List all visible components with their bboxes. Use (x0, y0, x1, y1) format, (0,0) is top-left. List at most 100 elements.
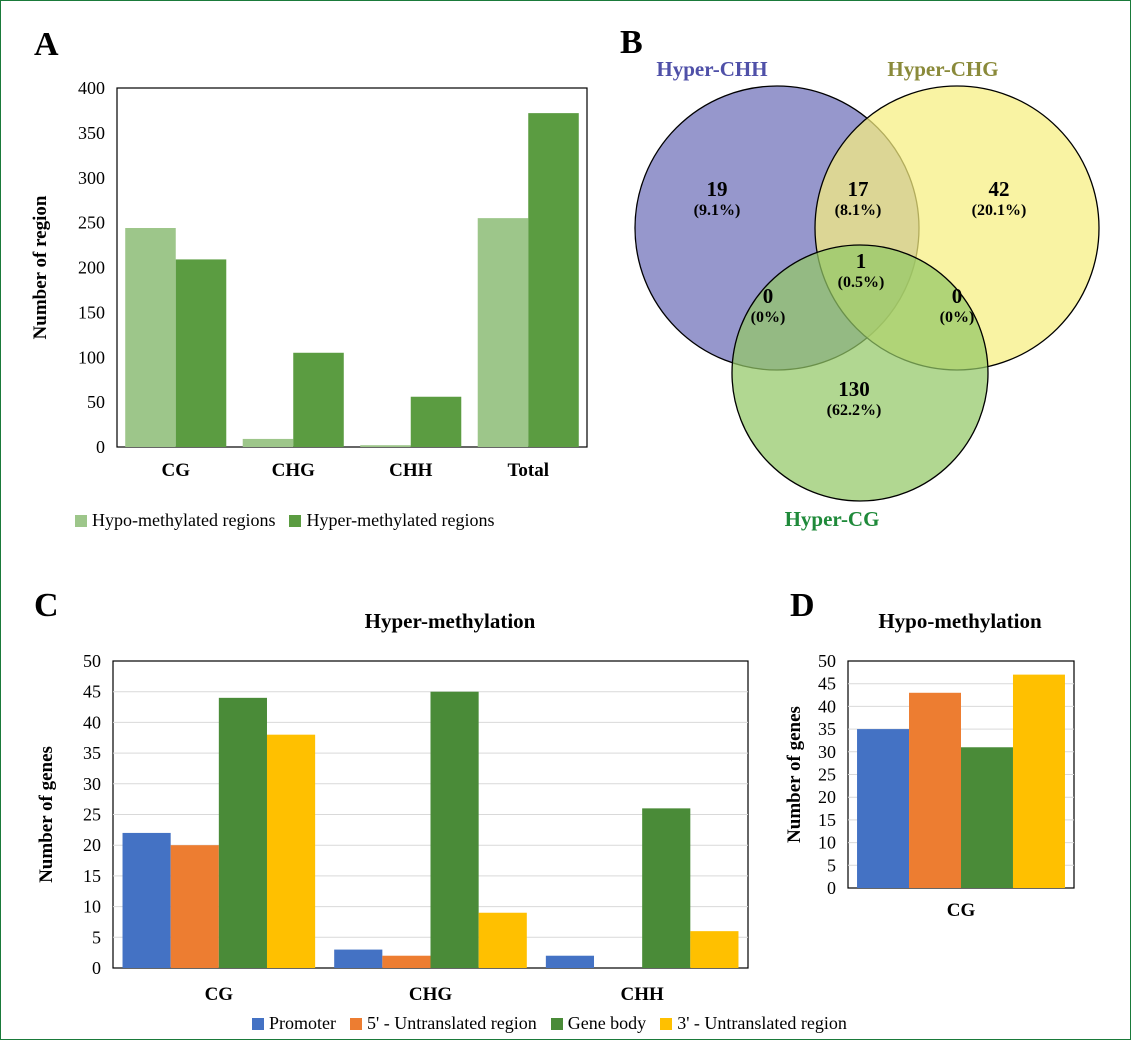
legend-swatch (550, 1017, 563, 1030)
bar-hyper-methylated-regions-total (528, 113, 579, 447)
panel-letter-b: B (620, 24, 643, 61)
bar-3-untranslated-region-chg (478, 912, 527, 968)
legend-swatch (350, 1017, 362, 1030)
venn-region-percent: (0%) (751, 309, 786, 326)
y-tick-label: 45 (83, 682, 101, 702)
bar-hypo-methylated-regions-cg (125, 228, 176, 447)
bar-hypo-methylated-regions-chh (360, 445, 411, 447)
bar-5-untranslated-region-cg (170, 845, 219, 968)
venn-region-count: 1 (856, 249, 867, 273)
y-tick-label: 0 (827, 878, 836, 898)
legend-swatch (75, 514, 87, 527)
bar-promoter-chh (545, 955, 595, 968)
panel-letter-d: D (790, 587, 815, 624)
legend-swatch (660, 1017, 673, 1030)
bar-hyper-methylated-regions-chh (410, 396, 462, 447)
legend-label: Promoter (269, 1013, 336, 1033)
x-tick-label: CG (205, 984, 234, 1005)
venn-region-percent: (62.2%) (827, 402, 882, 419)
y-tick-label: 5 (827, 855, 836, 875)
bar-hyper-methylated-regions-chg (293, 352, 344, 447)
y-tick-label: 10 (818, 833, 836, 853)
venn-set-label: Hyper-CHG (887, 57, 998, 81)
y-tick-label: 50 (87, 392, 105, 412)
bar-hypo-methylated-regions-chg (242, 438, 294, 447)
bar-5-untranslated-region-cg (909, 692, 961, 888)
y-tick-label: 35 (83, 743, 101, 763)
y-tick-label: 350 (78, 123, 105, 143)
y-axis-label: Number of genes (36, 746, 57, 883)
venn-circle-hyper-cg (731, 244, 989, 502)
bar-hypo-methylated-regions-total (477, 218, 529, 447)
x-tick-label: CHH (621, 984, 665, 1005)
bar-gene-body-chg (430, 691, 479, 968)
y-tick-label: 5 (92, 927, 101, 947)
legend-a: Hypo-methylated regions Hyper-methylated … (75, 510, 509, 531)
chart-title: Hypo-methylation (878, 609, 1042, 633)
legend-label: Hypo-methylated regions (92, 510, 276, 530)
y-tick-label: 250 (78, 213, 105, 233)
y-tick-label: 45 (818, 674, 836, 694)
legend-swatch (289, 514, 302, 527)
legend-label: Hyper-methylated regions (306, 510, 495, 530)
bar-gene-body-cg (218, 697, 267, 968)
legend-item: Hypo-methylated regions (75, 510, 275, 531)
venn-region-percent: (8.1%) (835, 202, 882, 219)
bar-gene-body-cg (961, 747, 1013, 888)
y-axis-label: Number of region (30, 195, 51, 339)
bar-3-untranslated-region-cg (266, 734, 316, 968)
panel-letter-a: A (34, 26, 59, 63)
venn-region-count: 0 (763, 284, 774, 308)
x-tick-label: CHG (272, 460, 316, 481)
x-tick-label: CG (947, 900, 976, 921)
venn-region-percent: (0.5%) (838, 274, 885, 291)
legend-label: 3' - Untranslated region (677, 1013, 847, 1033)
plot-area (116, 87, 588, 448)
x-tick-label: Total (507, 460, 549, 481)
venn-region-count: 0 (952, 284, 963, 308)
legend-swatch (252, 1017, 264, 1030)
y-tick-label: 25 (818, 765, 836, 785)
legend-item: Hyper-methylated regions (289, 510, 495, 531)
venn-set-label: Hyper-CHH (656, 57, 767, 81)
venn-region-percent: (9.1%) (694, 202, 741, 219)
venn-region-percent: (0%) (940, 309, 975, 326)
legend-c-d: Promoter 5' - Untranslated region Gene bod… (252, 1013, 861, 1034)
panel-letter-c: C (34, 587, 59, 624)
y-tick-label: 10 (83, 897, 101, 917)
y-tick-label: 50 (83, 651, 101, 671)
y-tick-label: 20 (818, 787, 836, 807)
legend-item: Gene body (550, 1013, 646, 1034)
y-tick-label: 35 (818, 719, 836, 739)
venn-region-count: 130 (838, 377, 870, 401)
bar-3-untranslated-region-cg (1012, 674, 1065, 888)
y-tick-label: 15 (818, 810, 836, 830)
y-tick-label: 40 (83, 712, 101, 732)
venn-region-count: 17 (848, 177, 869, 201)
y-tick-label: 40 (818, 696, 836, 716)
venn-region-percent: (20.1%) (972, 202, 1027, 219)
y-axis-label: Number of genes (784, 706, 805, 843)
bar-promoter-cg (122, 832, 171, 968)
y-tick-label: 20 (83, 835, 101, 855)
x-tick-label: CHG (409, 984, 453, 1005)
x-tick-label: CHH (389, 460, 433, 481)
venn-region-count: 42 (989, 177, 1010, 201)
legend-item: Promoter (252, 1013, 336, 1034)
legend-item: 3' - Untranslated region (660, 1013, 847, 1034)
y-tick-label: 15 (83, 866, 101, 886)
venn-region-count: 19 (707, 177, 728, 201)
y-tick-label: 30 (83, 774, 101, 794)
bar-promoter-cg (857, 729, 910, 888)
y-tick-label: 30 (818, 742, 836, 762)
bar-3-untranslated-region-chh (690, 931, 739, 968)
y-tick-label: 300 (78, 168, 105, 188)
y-tick-label: 0 (96, 437, 105, 457)
bar-hyper-methylated-regions-cg (175, 259, 227, 447)
bar-gene-body-chh (642, 808, 691, 968)
y-tick-label: 0 (92, 958, 101, 978)
y-tick-label: 25 (83, 805, 101, 825)
